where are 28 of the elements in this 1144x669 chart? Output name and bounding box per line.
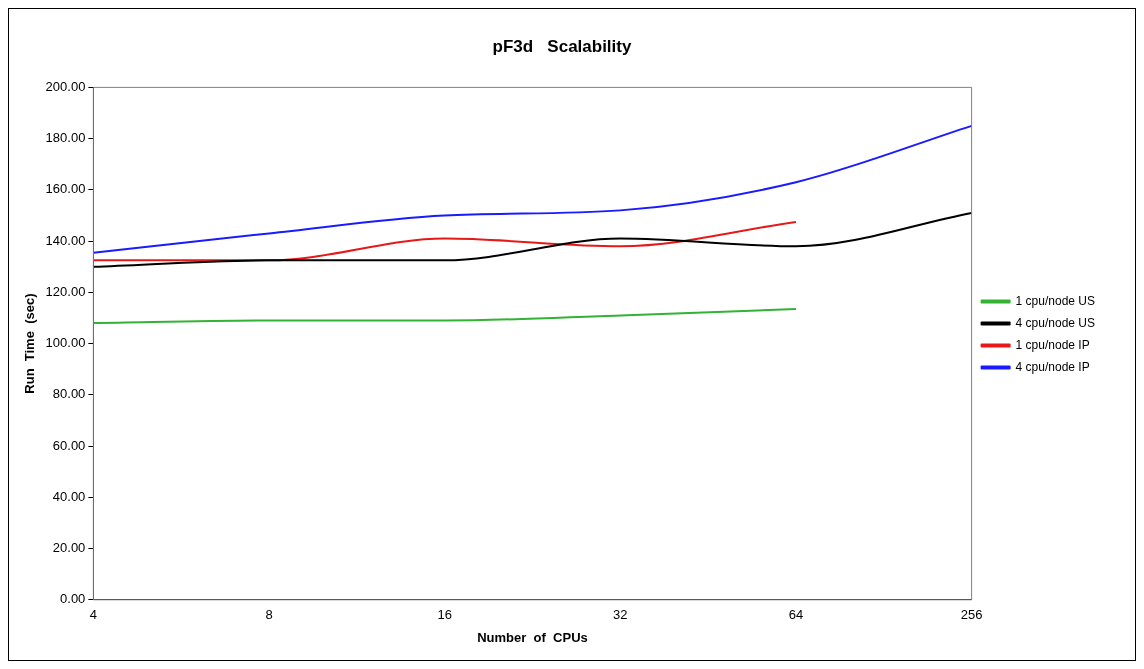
y-tick-label: 40.00: [52, 488, 86, 504]
y-tick-label: 0.00: [60, 591, 86, 607]
y-tick-label: 100.00: [45, 335, 86, 351]
x-tick-label: 4: [89, 607, 97, 623]
y-tick-label: 80.00: [52, 386, 86, 402]
chart-title: pF3d Scalability: [492, 36, 632, 56]
line-series: [92, 211, 973, 268]
y-axis-title: Run Time (sec): [22, 293, 38, 394]
legend-label: 1 cpu/node IP: [1015, 337, 1090, 352]
x-tick-label: 8: [265, 607, 273, 623]
y-tick-label: 180.00: [45, 130, 86, 146]
y-tick-label: 140.00: [45, 232, 86, 248]
y-tick-label: 20.00: [52, 540, 86, 556]
y-tick-label: 120.00: [45, 283, 86, 299]
x-axis-title: Number of CPUs: [477, 629, 588, 645]
x-tick-label: 64: [788, 607, 804, 623]
y-tick-label: 200.00: [45, 78, 86, 94]
legend-label: 1 cpu/node US: [1015, 293, 1095, 308]
legend-label: 4 cpu/node IP: [1015, 359, 1090, 374]
x-tick-label: 256: [960, 607, 983, 623]
line-series: [92, 220, 797, 262]
legend-label: 4 cpu/node US: [1015, 315, 1095, 330]
line-series: [92, 308, 797, 325]
line-series: [92, 124, 973, 254]
y-tick-label: 60.00: [52, 437, 86, 453]
x-tick-label: 32: [613, 607, 628, 623]
x-tick-label: 16: [437, 607, 452, 623]
y-tick-label: 160.00: [45, 181, 86, 197]
